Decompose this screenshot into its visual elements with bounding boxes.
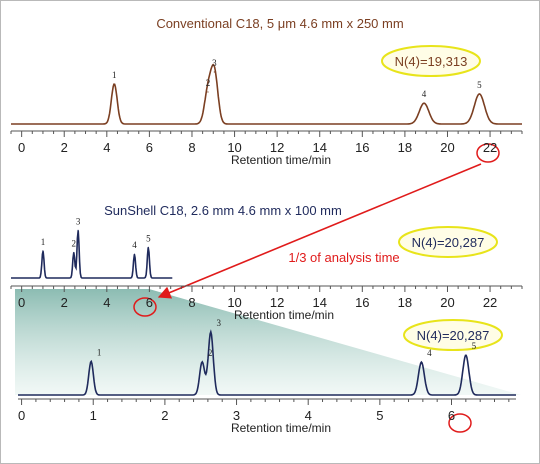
peak-label: 5 bbox=[477, 80, 482, 90]
x-tick-label: 6 bbox=[146, 295, 153, 310]
plate-count-top: N(4)=19,313 bbox=[395, 54, 468, 69]
plate-count-mid: N(4)=20,287 bbox=[412, 235, 485, 250]
sunshell-chromatogram: 0 1 2 3 4 5 6 Retention time/min 1 2 3 4 5 bbox=[18, 318, 516, 435]
plate-count-oval-mid bbox=[398, 226, 498, 258]
peak-apex-point bbox=[113, 83, 115, 85]
x-tick-label: 3 bbox=[233, 408, 240, 423]
x-tick-label: 14 bbox=[312, 140, 326, 155]
peak-label: 3 bbox=[217, 318, 222, 328]
peak-apex-point bbox=[42, 250, 44, 252]
x-tick-label: 0 bbox=[18, 295, 25, 310]
x-tick-label: 2 bbox=[61, 140, 68, 155]
peak-label: 5 bbox=[146, 233, 151, 243]
x-tick-label: 18 bbox=[398, 140, 412, 155]
x-tick-label: 8 bbox=[188, 140, 195, 155]
highlight-circle-bottom bbox=[448, 413, 472, 433]
x-tick-label: 2 bbox=[161, 408, 168, 423]
x-tick-label: 20 bbox=[440, 140, 454, 155]
plate-count-oval-top bbox=[381, 45, 481, 77]
chromatogram-trace bbox=[18, 329, 516, 396]
x-tick-label: 22 bbox=[483, 295, 497, 310]
x-tick-label: 4 bbox=[103, 140, 110, 155]
x-tick-label: 12 bbox=[270, 140, 284, 155]
peak-label: 2 bbox=[208, 348, 213, 358]
peak-label: 4 bbox=[422, 89, 427, 99]
peak-label: 2 bbox=[72, 239, 77, 249]
x-axis-label: Retention time/min bbox=[231, 421, 331, 435]
x-tick-label: 6 bbox=[448, 408, 455, 423]
peak-apex-point bbox=[77, 229, 79, 231]
sunshell-axis-chart: 0 2 4 6 8 10 12 14 16 18 20 22 Retention time/min bbox=[10, 285, 523, 322]
x-tick-label: 16 bbox=[355, 140, 369, 155]
x-tick-label: 0 bbox=[18, 140, 25, 155]
chromatogram-trace bbox=[11, 230, 173, 279]
x-tick-label: 22 bbox=[483, 140, 497, 155]
peak-label: 5 bbox=[472, 341, 477, 351]
compression-arrow bbox=[157, 163, 482, 299]
peak-apex-point bbox=[478, 93, 481, 95]
x-tick-label: 10 bbox=[227, 140, 241, 155]
x-tick-label: 4 bbox=[103, 295, 110, 310]
x-tick-label: 20 bbox=[440, 295, 454, 310]
x-tick-label: 4 bbox=[305, 408, 312, 423]
peak-label: 4 bbox=[132, 240, 137, 250]
plate-count-bottom: N(4)=20,287 bbox=[417, 328, 490, 343]
peak-label: 1 bbox=[97, 347, 102, 357]
highlight-circle-mid bbox=[133, 297, 157, 317]
plate-count-oval-bottom bbox=[403, 319, 503, 351]
peak-label: 3 bbox=[76, 216, 81, 226]
peak-label: 2 bbox=[206, 78, 211, 88]
top-chart-title: Conventional C18, 5 μm 4.6 mm x 250 mm bbox=[156, 16, 403, 31]
sunshell-inset-chromatogram: 1 2 3 45 bbox=[11, 216, 173, 279]
x-tick-label: 6 bbox=[146, 140, 153, 155]
chromatogram-trace bbox=[11, 63, 522, 125]
peak-apex-point bbox=[420, 361, 423, 363]
peak-label: 4 bbox=[427, 348, 432, 358]
highlight-circle-top bbox=[476, 143, 500, 163]
x-axis-label: Retention time/min bbox=[234, 308, 334, 322]
x-tick-label: 0 bbox=[18, 408, 25, 423]
x-tick-label: 12 bbox=[270, 295, 284, 310]
x-tick-label: 14 bbox=[312, 295, 326, 310]
peak-apex-point bbox=[213, 71, 215, 73]
peak-label: 1 bbox=[41, 237, 46, 247]
peak-apex-point bbox=[147, 246, 149, 248]
x-tick-label: 8 bbox=[188, 295, 195, 310]
analysis-time-annotation: 1/3 of analysis time bbox=[288, 250, 399, 265]
peak-label: 1 bbox=[112, 70, 117, 80]
peak-apex-point bbox=[73, 251, 75, 254]
peak-apex-point bbox=[201, 361, 203, 363]
peak-apex-point bbox=[207, 91, 209, 93]
x-tick-label: 18 bbox=[398, 295, 412, 310]
mid-chart-title: SunShell C18, 2.6 mm 4.6 mm x 100 mm bbox=[104, 203, 342, 218]
x-tick-label: 5 bbox=[376, 408, 383, 423]
x-axis-label: Retention time/min bbox=[231, 153, 331, 167]
x-tick-label: 16 bbox=[355, 295, 369, 310]
peak-apex-point bbox=[210, 331, 212, 333]
peak-apex-point bbox=[423, 102, 425, 104]
x-tick-label: 2 bbox=[61, 295, 68, 310]
x-tick-label: 1 bbox=[90, 408, 97, 423]
peak-label: 3 bbox=[212, 58, 217, 68]
peak-apex-point bbox=[133, 253, 136, 255]
peak-apex-point bbox=[465, 354, 467, 356]
x-tick-label: 10 bbox=[227, 295, 241, 310]
peak-apex-point bbox=[90, 360, 92, 362]
